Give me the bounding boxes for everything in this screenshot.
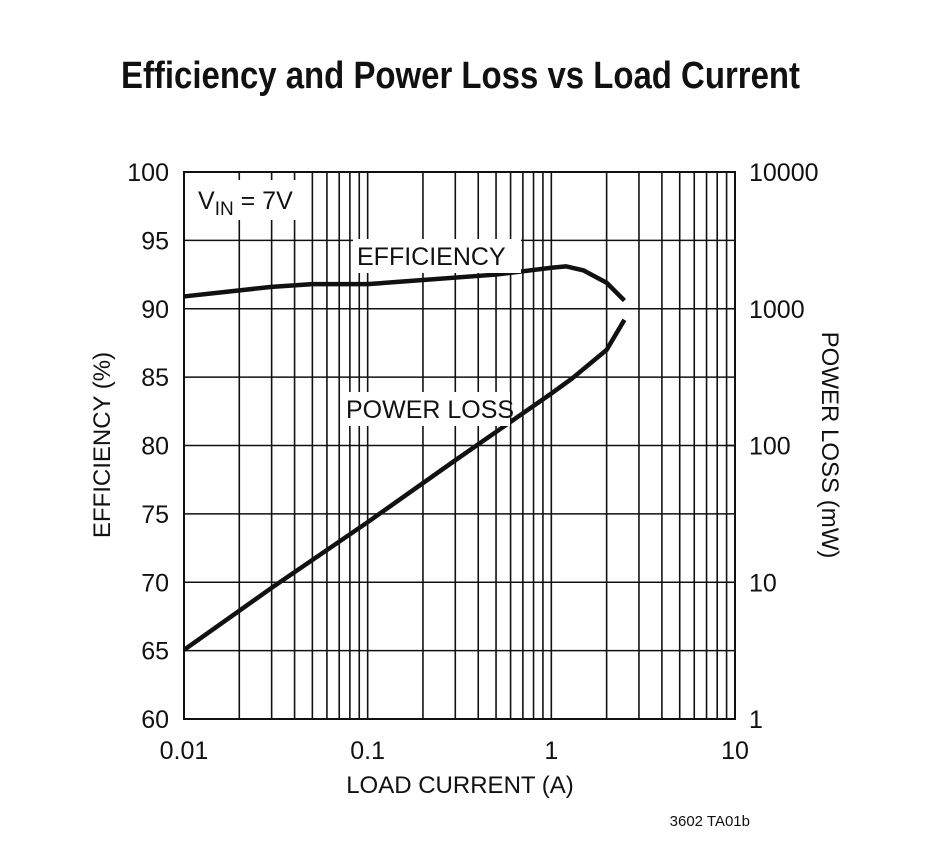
plot-frame <box>183 171 736 720</box>
y-tick-label: 80 <box>141 433 169 461</box>
x-tick-label: 10 <box>721 737 749 765</box>
y-tick-label: 65 <box>141 638 169 666</box>
y2-tick-label: 10 <box>749 569 777 597</box>
chart-title: Efficiency and Power Loss vs Load Curren… <box>121 55 800 97</box>
y-tick-label: 75 <box>141 501 169 529</box>
series-label-bg <box>342 392 510 426</box>
y-tick-label: 100 <box>127 159 169 187</box>
series-line <box>183 264 627 303</box>
series-label: EFFICIENCY <box>357 243 506 271</box>
y-tick-label: 95 <box>141 227 169 255</box>
x-tick-label: 0.01 <box>160 737 209 765</box>
y2-tick-label: 100 <box>749 433 791 461</box>
y-tick-label: 85 <box>141 364 169 392</box>
y2-tick-label: 10000 <box>749 159 819 187</box>
y2-tick-label: 1000 <box>749 296 805 324</box>
series-label: POWER LOSS <box>346 396 514 424</box>
x-axis-label: LOAD CURRENT (A) <box>346 772 574 799</box>
x-tick-label: 0.1 <box>350 737 385 765</box>
y-tick-label: 70 <box>141 569 169 597</box>
y-tick-label: 90 <box>141 296 169 324</box>
annotation-bg <box>190 180 302 220</box>
series-label-bg <box>353 239 521 273</box>
annotation-part: V <box>198 187 215 215</box>
y2-axis-label: POWER LOSS (mW) <box>816 332 843 559</box>
annotation-part: = 7V <box>234 187 293 215</box>
footnote: 3602 TA01b <box>670 813 750 830</box>
x-tick-label: 1 <box>544 737 558 765</box>
y2-tick-label: 1 <box>749 706 763 734</box>
y-axis-label: EFFICIENCY (%) <box>89 352 116 538</box>
series-line <box>182 318 627 652</box>
y-tick-label: 60 <box>141 706 169 734</box>
annotation: VIN = 7V <box>198 187 293 220</box>
annotation-part: IN <box>215 199 234 220</box>
